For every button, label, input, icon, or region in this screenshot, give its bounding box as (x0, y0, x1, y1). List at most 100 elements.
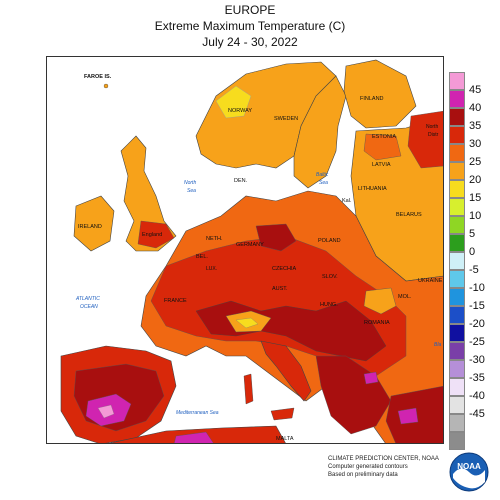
label-north-sea-2: Sea (187, 188, 196, 194)
legend-tick-label: 35 (469, 120, 482, 132)
estonia-orange (363, 133, 402, 161)
label-germany: GERMANY (236, 242, 264, 248)
legend-tick-label: 0 (469, 246, 476, 258)
finland-shape (343, 59, 417, 129)
england-red (137, 220, 175, 249)
legend-tick-label: 25 (469, 156, 482, 168)
label-france: FRANCE (164, 298, 187, 304)
legend-tick-label: 20 (469, 174, 482, 186)
legend-swatch (449, 162, 465, 180)
legend-tick-label: -40 (469, 390, 485, 402)
legend-tick-label: -25 (469, 336, 485, 348)
label-bel: BEL. (196, 254, 208, 260)
label-austria: AUST. (272, 286, 288, 292)
label-slov: SLOV. (322, 274, 338, 280)
germany-hot-patch (255, 223, 297, 252)
legend-tick-label: 10 (469, 210, 482, 222)
label-denmark: DEN. (234, 178, 248, 184)
map-title: EUROPE Extreme Maximum Temperature (C) J… (0, 2, 500, 50)
label-atlantic-2: OCEAN (80, 304, 98, 310)
legend-tick-label: -20 (469, 318, 485, 330)
legend-swatch (449, 270, 465, 288)
label-lux: LUX. (206, 266, 217, 272)
sicily (270, 407, 295, 421)
balkans-magenta (363, 371, 379, 385)
legend-swatch (449, 288, 465, 306)
label-northwest: North (426, 124, 438, 130)
ireland-shape (73, 195, 115, 252)
legend-swatch (449, 108, 465, 126)
legend-swatch (449, 126, 465, 144)
sweden-shape (293, 75, 347, 189)
legend-swatch (449, 324, 465, 342)
legend-tick-label: 40 (469, 102, 482, 114)
label-ireland: IRELAND (78, 224, 102, 230)
label-neth: NETH. (206, 236, 223, 242)
turkey-magenta (397, 407, 419, 425)
label-baltic-2: Sea (319, 180, 328, 186)
label-northwest-2: Distr (428, 132, 439, 138)
legend-tick-label: -10 (469, 282, 485, 294)
label-romania: ROMANIA (364, 320, 390, 326)
legend-swatch (449, 414, 465, 432)
label-finland: FINLAND (360, 96, 384, 102)
label-north-sea-1: North (184, 180, 196, 186)
label-kal: Kal. (342, 198, 352, 204)
label-ukraine: UKRAINE (418, 278, 443, 284)
map-border (46, 56, 444, 444)
legend-tick-label: -30 (469, 354, 485, 366)
legend-swatch (449, 378, 465, 396)
credits-block: CLIMATE PREDICTION CENTER, NOAA Computer… (328, 455, 439, 479)
title-dates: July 24 - 30, 2022 (202, 35, 298, 49)
label-atlantic-1: ATLANTIC (75, 296, 100, 302)
legend-tick-label: 5 (469, 228, 476, 240)
label-belarus: BELARUS (396, 212, 422, 218)
legend-tick-label: -45 (469, 408, 485, 420)
legend-swatch (449, 252, 465, 270)
label-sweden: SWEDEN (274, 116, 298, 122)
label-baltic-1: Baltic (316, 172, 329, 178)
legend-tick-label: -35 (469, 372, 485, 384)
legend-swatch (449, 360, 465, 378)
label-latvia: LATVIA (372, 162, 391, 168)
credit-line-1: CLIMATE PREDICTION CENTER, NOAA (328, 456, 439, 462)
label-lithuania: LITHUANIA (358, 186, 387, 192)
norway-north-yellow (215, 85, 252, 119)
label-hung: HUNG. (320, 302, 338, 308)
title-variable: Extreme Maximum Temperature (C) (154, 19, 346, 33)
legend-tick-label: 30 (469, 138, 482, 150)
great-britain-shape (120, 135, 177, 252)
corsica-sardinia (243, 373, 254, 405)
label-black-sea: Bla (434, 342, 441, 348)
label-malta: MALTA (276, 436, 294, 442)
label-england: England (142, 232, 162, 238)
label-norway: NORWAY (228, 108, 252, 114)
legend-swatch (449, 234, 465, 252)
faroe-islands (103, 83, 109, 89)
label-poland: POLAND (318, 238, 341, 244)
credit-line-2: Computer generated contours (328, 464, 408, 470)
credit-line-3: Based on preliminary data (328, 472, 398, 478)
label-mediterranean: Mediterranean Sea (176, 410, 219, 416)
legend-tick-label: -15 (469, 300, 485, 312)
legend-swatch (449, 342, 465, 360)
label-mol: MOL. (398, 294, 412, 300)
noaa-logo-text: NOAA (457, 462, 481, 471)
carpathians-cool (363, 287, 397, 315)
title-region: EUROPE (224, 3, 276, 17)
legend-swatch (449, 216, 465, 234)
north-africa-magenta (173, 431, 215, 444)
label-estonia: ESTONIA (372, 134, 396, 140)
legend-swatch (449, 198, 465, 216)
noaa-logo-icon: NOAA (449, 452, 489, 492)
legend-swatch (449, 306, 465, 324)
legend-swatch (449, 90, 465, 108)
legend-tick-label: 15 (469, 192, 482, 204)
temperature-map: FAROE IS. NORWAY SWEDEN FINLAND ESTONIA … (46, 56, 444, 444)
alps-yellow (235, 317, 259, 329)
legend-swatch (449, 72, 465, 90)
legend-swatch (449, 144, 465, 162)
legend-tick-label: -5 (469, 264, 479, 276)
legend-tick-label: 45 (469, 84, 482, 96)
legend-swatch (449, 180, 465, 198)
